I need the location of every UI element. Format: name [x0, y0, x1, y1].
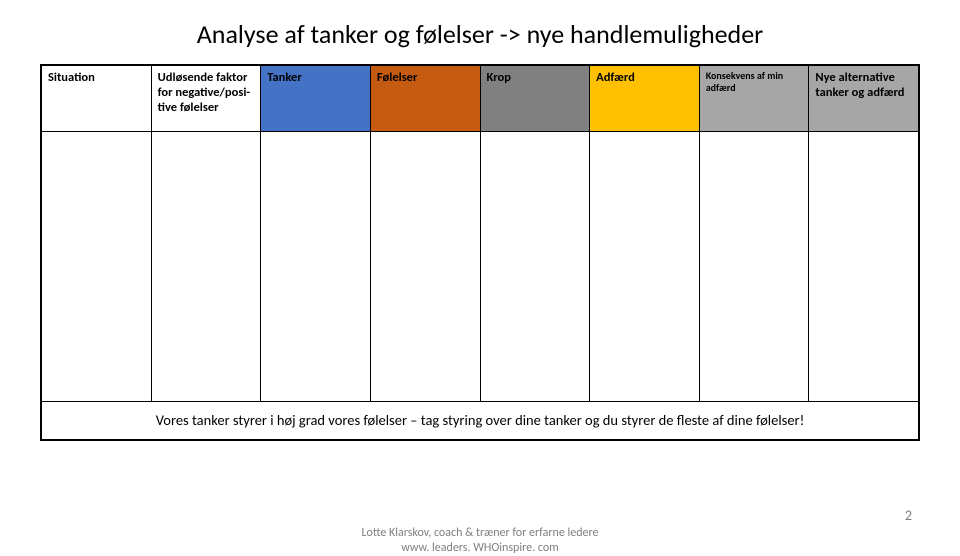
table-header-row: Situation Udløsende faktor for negative/… [42, 66, 919, 132]
footer-line1: Lotte Klarskov, coach & træner for erfar… [361, 526, 598, 541]
col-trigger: Udløsende faktor for negative/posi-tive … [151, 66, 261, 132]
cell-trigger [151, 132, 261, 402]
cell-thoughts [261, 132, 371, 402]
table-caption: Vores tanker styrer i høj grad vores føl… [42, 402, 919, 440]
analysis-table-container: Situation Udløsende faktor for negative/… [40, 64, 920, 441]
cell-behavior [590, 132, 700, 402]
cell-situation [42, 132, 152, 402]
col-body: Krop [480, 66, 590, 132]
analysis-table: Situation Udløsende faktor for negative/… [41, 65, 919, 440]
col-alternatives: Nye alternative tanker og adfærd [809, 66, 919, 132]
table-caption-row: Vores tanker styrer i høj grad vores føl… [42, 402, 919, 440]
cell-feelings [370, 132, 480, 402]
col-behavior: Adfærd [590, 66, 700, 132]
col-situation: Situation [42, 66, 152, 132]
footer-line2: www. leaders. WHOinspire. com [361, 541, 598, 556]
cell-consequence [699, 132, 809, 402]
slide-number: 2 [905, 507, 912, 524]
cell-body [480, 132, 590, 402]
slide-title: Analyse af tanker og følelser -> nye han… [0, 0, 960, 64]
col-thoughts: Tanker [261, 66, 371, 132]
footer-credit: Lotte Klarskov, coach & træner for erfar… [361, 526, 598, 556]
col-feelings: Følelser [370, 66, 480, 132]
table-body-row [42, 132, 919, 402]
col-consequence: Konsekvens af min adfærd [699, 66, 809, 132]
cell-alternatives [809, 132, 919, 402]
